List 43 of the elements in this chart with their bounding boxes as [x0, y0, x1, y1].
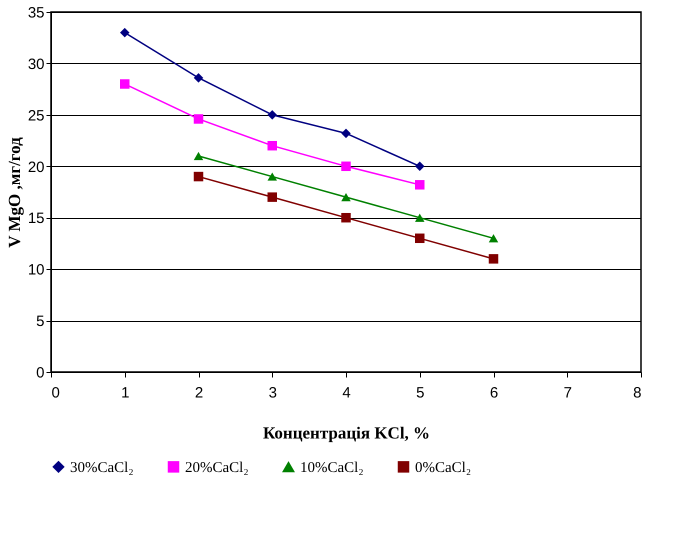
point [341, 193, 351, 202]
y-tick-label: 25 [28, 107, 44, 124]
x-tick-label: 7 [564, 384, 572, 402]
x-tick-label: 5 [416, 384, 424, 402]
point [341, 212, 351, 222]
legend-label: 30%CaCl₂ [70, 460, 134, 476]
x-tick-label: 0 [52, 384, 60, 402]
point [268, 140, 277, 150]
y-tick-label: 0 [36, 364, 44, 382]
legend-label: 0%CaCl₂ [415, 460, 472, 476]
point [488, 254, 498, 264]
x-tick-label: 2 [194, 384, 204, 402]
x-tick-label: 8 [633, 384, 642, 402]
y-tick-label: 15 [28, 210, 44, 228]
point [341, 162, 351, 172]
point [415, 234, 424, 244]
point [415, 180, 424, 190]
y-tick-label: 30 [28, 56, 44, 73]
x-axis-title: Концентрація KCl, % [262, 424, 430, 442]
x-tick-label: 6 [490, 384, 498, 402]
point [120, 79, 130, 89]
legend-label: 20%CaCl₂ [185, 460, 249, 476]
point [194, 172, 204, 182]
point [268, 172, 277, 181]
point [415, 214, 424, 222]
point [341, 128, 351, 138]
y-tick-label: 10 [28, 262, 44, 279]
point [194, 152, 204, 160]
point [268, 110, 277, 120]
y-tick-label: 5 [36, 313, 44, 330]
x-tick-label: 3 [268, 384, 277, 402]
point [194, 114, 204, 124]
point [415, 162, 424, 172]
point [120, 28, 130, 38]
y-axis-title: V MgO ,мг/год [4, 136, 24, 248]
point [194, 73, 204, 83]
y-tick-label: 20 [28, 158, 44, 176]
legend-label: 10%CaCl₂ [300, 460, 364, 476]
x-tick-label: 4 [342, 384, 351, 402]
point [488, 234, 498, 242]
point [268, 192, 277, 202]
x-tick-label: 1 [121, 384, 130, 402]
y-tick-label: 35 [28, 4, 44, 22]
